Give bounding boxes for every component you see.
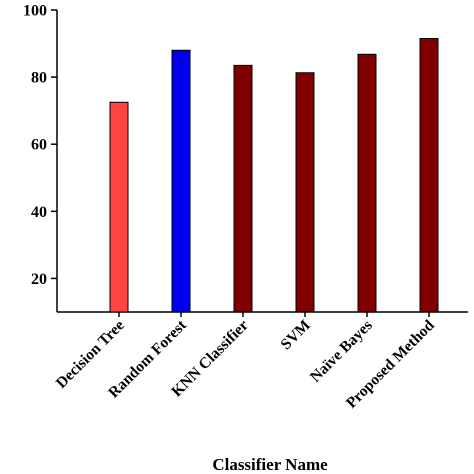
y-tick-label: 60: [31, 137, 47, 154]
y-axis: 20 40 60 80 100: [23, 3, 58, 312]
y-tick-label: 80: [31, 70, 47, 87]
bar-na-ve-bayes: [357, 53, 377, 313]
x-tick-label: SVM: [277, 317, 314, 354]
y-tick-label: 100: [23, 3, 47, 20]
bar-svm: [295, 72, 315, 313]
y-tick-label: 40: [31, 204, 47, 221]
bar-knn-classifier: [233, 64, 253, 313]
x-tick-label: Naïve Bayes: [307, 317, 376, 386]
bars: [109, 38, 439, 313]
bar-decision-tree: [109, 101, 129, 313]
y-tick-label: 20: [31, 271, 47, 288]
bar-random-forest: [171, 49, 191, 313]
x-axis-title: Classifier Name: [212, 455, 328, 474]
bar-proposed-method: [419, 38, 439, 313]
